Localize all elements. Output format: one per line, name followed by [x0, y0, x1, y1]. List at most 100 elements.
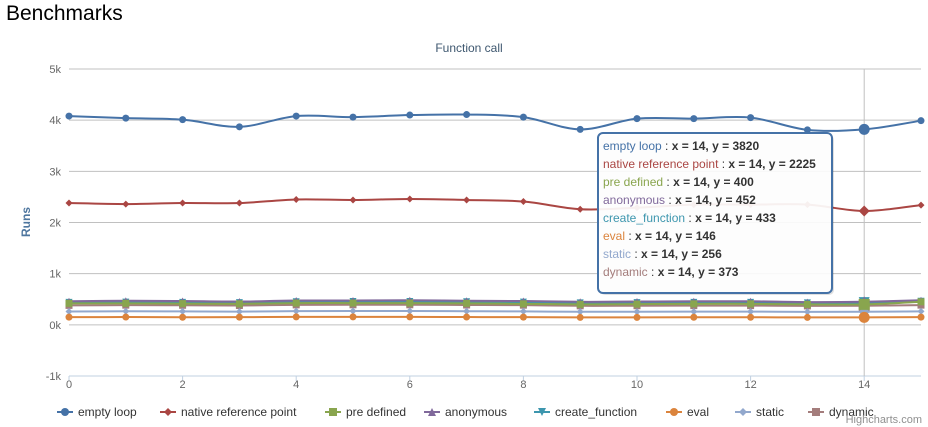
y-axis-title: Runs	[19, 207, 33, 237]
data-point-eval	[858, 311, 870, 323]
data-point-static	[463, 307, 471, 315]
data-point-static	[122, 307, 130, 315]
data-point-static	[406, 307, 414, 315]
data-point-empty-loop	[519, 113, 527, 121]
data-point-pre-defined	[349, 299, 357, 307]
data-point-eval	[292, 313, 300, 321]
data-point-native-reference-point	[406, 195, 414, 203]
data-point-pre-defined	[858, 298, 870, 310]
data-point-native-reference-point	[463, 196, 471, 204]
legend-item-empty-loop[interactable]: empty loop	[57, 405, 137, 419]
data-point-pre-defined	[690, 300, 698, 308]
data-point-static	[349, 307, 357, 315]
tooltip-row: empty loop : x = 14, y = 3820	[603, 139, 759, 153]
y-tick-label: 3k	[49, 166, 61, 178]
data-point-empty-loop	[463, 111, 471, 119]
legend-marker	[428, 408, 436, 416]
data-point-static	[179, 307, 187, 315]
legend-item-pre-defined[interactable]: pre defined	[325, 405, 406, 419]
y-tick-label: 4k	[49, 115, 61, 127]
y-tick-label: 0k	[49, 320, 61, 332]
data-point-pre-defined	[463, 299, 471, 307]
data-point-empty-loop	[858, 123, 870, 135]
legend-item-static[interactable]: static	[735, 405, 784, 419]
legend-item-eval[interactable]: eval	[666, 405, 709, 419]
data-point-native-reference-point	[519, 198, 527, 206]
tooltip-separator: :	[625, 229, 635, 243]
legend-item-create-function[interactable]: create_function	[534, 405, 637, 419]
legend-marker	[538, 408, 546, 416]
data-point-eval	[179, 313, 187, 321]
x-tick-label: 0	[66, 379, 72, 391]
data-point-empty-loop	[406, 111, 414, 119]
data-point-static	[633, 308, 641, 316]
data-point-static	[65, 308, 73, 316]
data-point-pre-defined	[179, 300, 187, 308]
data-point-eval	[633, 313, 641, 321]
data-point-static	[235, 308, 243, 316]
data-point-static	[519, 307, 527, 315]
data-point-static	[576, 308, 584, 316]
legend-item-native-reference-point[interactable]: native reference point	[160, 405, 297, 419]
series-eval	[65, 311, 925, 323]
tooltip-y-value: y = 2225	[769, 157, 816, 171]
tooltip-row: create_function : x = 14, y = 433	[603, 211, 776, 225]
data-point-static	[747, 308, 755, 316]
tooltip-separator: :	[665, 193, 675, 207]
data-point-empty-loop	[122, 114, 130, 122]
data-point-empty-loop	[917, 117, 925, 125]
tooltip-separator: :	[685, 211, 695, 225]
legend-item-dynamic[interactable]: dynamic	[808, 405, 874, 419]
tooltip-separator: :	[648, 265, 658, 279]
data-point-empty-loop	[633, 115, 641, 123]
series-line-anonymous	[68, 299, 922, 304]
data-point-eval	[690, 313, 698, 321]
series-line-static	[68, 309, 922, 313]
tooltip-x-value: x = 14,	[695, 211, 735, 225]
tooltip-x-value: x = 14,	[675, 193, 715, 207]
data-point-native-reference-point	[65, 199, 73, 207]
data-point-eval	[917, 313, 925, 321]
legend-marker	[164, 408, 172, 416]
data-point-native-reference-point	[235, 199, 243, 207]
tooltip-series-name: empty loop	[603, 139, 662, 153]
y-tick-label: 1k	[49, 269, 61, 281]
tooltip-row: anonymous : x = 14, y = 452	[603, 193, 756, 207]
data-point-native-reference-point	[349, 196, 357, 204]
tooltip-separator: :	[663, 175, 673, 189]
legend-marker	[61, 408, 69, 416]
data-point-pre-defined	[235, 300, 243, 308]
data-point-pre-defined	[406, 299, 414, 307]
x-tick-label: 8	[520, 379, 526, 391]
data-point-pre-defined	[917, 298, 925, 306]
tooltip-series-name: anonymous	[603, 193, 665, 207]
data-point-pre-defined	[292, 299, 300, 307]
data-point-empty-loop	[179, 116, 187, 124]
data-point-native-reference-point	[917, 201, 925, 209]
tooltip-series-name: static	[603, 247, 631, 261]
data-point-empty-loop	[690, 115, 698, 123]
tooltip-x-value: x = 14,	[658, 265, 698, 279]
legend-marker	[670, 408, 678, 416]
tooltip-x-value: x = 14,	[673, 175, 713, 189]
tooltip-x-value: x = 14,	[641, 247, 681, 261]
data-point-static	[292, 307, 300, 315]
tooltip-row: pre defined : x = 14, y = 400	[603, 175, 754, 189]
legend-label: empty loop	[78, 405, 137, 419]
tooltip-series-name: dynamic	[603, 265, 648, 279]
data-point-empty-loop	[576, 125, 584, 133]
data-point-eval	[235, 313, 243, 321]
tooltip-box	[597, 132, 833, 294]
data-point-eval	[747, 313, 755, 321]
credits-link[interactable]: Highcharts.com	[846, 414, 922, 426]
legend-item-anonymous[interactable]: anonymous	[424, 405, 507, 419]
series-static	[65, 306, 925, 318]
data-point-pre-defined	[122, 299, 130, 307]
data-point-static	[803, 308, 811, 316]
data-point-eval	[576, 313, 584, 321]
x-tick-label: 6	[407, 379, 413, 391]
series-pre-defined	[65, 298, 925, 310]
data-point-pre-defined	[65, 299, 73, 307]
legend-label: eval	[687, 405, 709, 419]
tooltip-separator: :	[718, 157, 728, 171]
